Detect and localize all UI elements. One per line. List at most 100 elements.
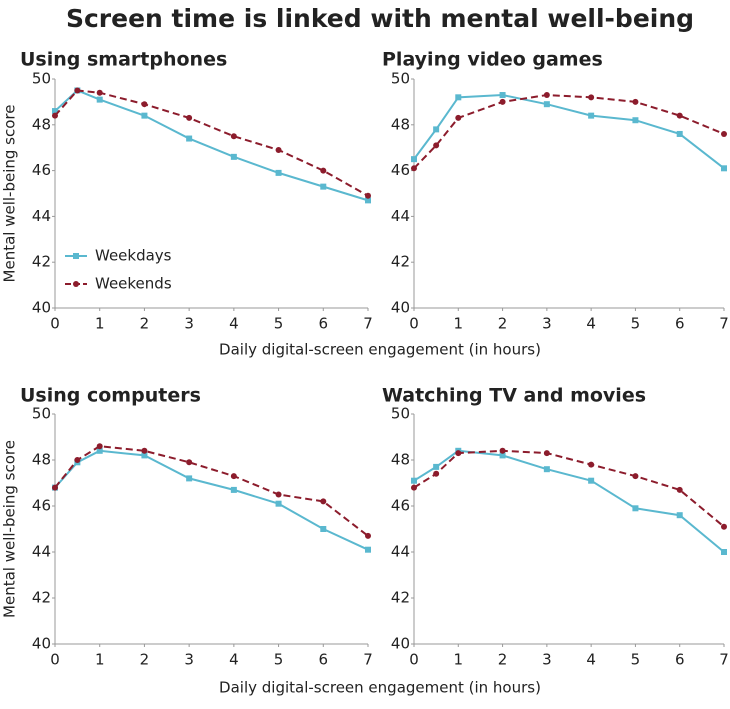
x-tick-label: 1 (454, 651, 464, 669)
series-line (54, 89, 369, 197)
point (588, 112, 595, 119)
point (74, 87, 81, 94)
y-axis-label: Mental well-being score (1, 105, 19, 283)
x-tick-label: 6 (675, 315, 685, 333)
y-tick-label: 50 (391, 70, 410, 88)
point (186, 475, 193, 482)
point (275, 169, 282, 176)
x-tick-label: 5 (274, 315, 284, 333)
point (455, 94, 462, 101)
y-tick-label: 44 (32, 207, 51, 225)
y-tick-label: 44 (391, 543, 410, 561)
y-tick-label: 44 (391, 207, 410, 225)
point (186, 135, 193, 142)
x-tick-label: 0 (50, 651, 60, 669)
point (320, 183, 327, 190)
panel-title: Playing video games (382, 49, 603, 71)
panel-title: Using smartphones (20, 49, 227, 71)
legend-label: Weekdays (95, 247, 172, 265)
point (499, 98, 506, 105)
point (52, 112, 58, 119)
x-tick-label: 3 (542, 651, 552, 669)
y-tick-label: 46 (32, 161, 51, 179)
x-axis-label: Daily digital-screen engagement (in hour… (219, 679, 541, 697)
x-tick-label: 3 (542, 315, 552, 333)
y-tick-label: 48 (391, 115, 410, 133)
point (721, 130, 727, 137)
point (543, 101, 550, 108)
x-tick-label: 4 (229, 315, 239, 333)
point (365, 532, 371, 539)
x-tick-label: 7 (719, 651, 729, 669)
point (275, 146, 282, 153)
point (632, 98, 639, 105)
x-tick-label: 2 (140, 651, 150, 669)
point (676, 130, 683, 137)
point (721, 165, 727, 172)
point (632, 117, 639, 124)
x-tick-label: 7 (363, 315, 373, 333)
x-tick-label: 7 (363, 651, 373, 669)
y-axis-label: Mental well-being score (1, 440, 19, 618)
x-tick-label: 6 (319, 651, 329, 669)
point (676, 486, 683, 493)
panel-title: Watching TV and movies (382, 385, 646, 407)
x-axis-label: Daily digital-screen engagement (in hour… (219, 341, 541, 359)
point (230, 153, 237, 160)
point (52, 108, 58, 115)
point (275, 500, 282, 507)
point (365, 192, 371, 199)
x-tick-label: 7 (719, 315, 729, 333)
y-tick-label: 48 (32, 115, 51, 133)
point (588, 94, 595, 101)
point (365, 197, 371, 204)
point (411, 484, 417, 491)
point (74, 457, 81, 463)
point (52, 484, 58, 491)
x-tick-label: 4 (586, 315, 596, 333)
x-tick-label: 1 (454, 315, 464, 333)
x-tick-label: 5 (274, 651, 284, 669)
point (676, 112, 683, 119)
point (275, 491, 282, 498)
point (141, 452, 148, 459)
point (588, 461, 595, 468)
y-tick-label: 46 (391, 497, 410, 515)
point (96, 447, 103, 454)
series-line (413, 449, 725, 553)
x-tick-label: 3 (184, 315, 194, 333)
point (676, 512, 683, 519)
point (320, 498, 327, 505)
y-tick-label: 44 (32, 543, 51, 561)
point (230, 486, 237, 493)
x-tick-label: 5 (631, 315, 641, 333)
x-tick-label: 4 (586, 651, 596, 669)
x-tick-label: 6 (319, 315, 329, 333)
legend-label: Weekends (95, 275, 172, 293)
x-tick-label: 0 (409, 651, 419, 669)
y-tick-label: 46 (391, 161, 410, 179)
point (320, 167, 327, 174)
point (499, 447, 506, 454)
point (543, 466, 550, 473)
point (543, 92, 550, 99)
x-tick-label: 6 (675, 651, 685, 669)
point (588, 477, 595, 484)
point (96, 96, 103, 103)
point (96, 443, 103, 450)
y-tick-label: 40 (32, 635, 51, 653)
point (455, 114, 462, 121)
y-tick-label: 46 (32, 497, 51, 515)
point (433, 126, 440, 133)
point (96, 89, 103, 96)
y-tick-label: 50 (32, 70, 51, 88)
point (230, 133, 237, 140)
point (499, 92, 506, 99)
point (632, 473, 639, 480)
legend-marker (73, 253, 79, 259)
point (411, 156, 417, 163)
x-tick-label: 4 (229, 651, 239, 669)
point (186, 459, 193, 466)
